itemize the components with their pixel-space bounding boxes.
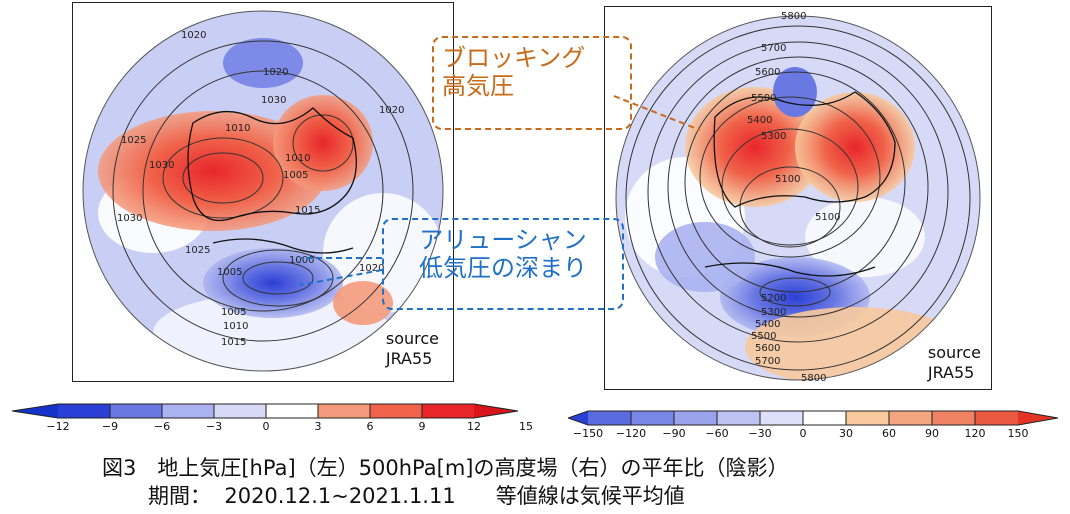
- left-positive-anomaly-europe: [273, 95, 373, 191]
- right-colorbar: [568, 410, 1058, 426]
- contour-label: 5400: [755, 319, 780, 330]
- contour-label: 5800: [801, 373, 826, 384]
- contour-label: 5800: [781, 11, 806, 22]
- colorbar-tick: 3: [314, 420, 322, 433]
- contour-label: 1000: [289, 255, 314, 266]
- contour-label: 1015: [295, 205, 320, 216]
- caption-line-1: 図3 地上気圧[hPa]（左）500hPa[m]の高度場（右）の平年比（陰影）: [102, 456, 789, 480]
- callout-line: アリューシャン: [419, 226, 587, 254]
- left-map-panel: 1020 1020 1030 1010 1020 1025 1030 1010 …: [72, 2, 454, 382]
- colorbar-tick: −9: [101, 420, 119, 433]
- contour-label: 5100: [775, 174, 800, 185]
- colorbar-tick: −3: [205, 420, 223, 433]
- contour-label: 1015: [221, 337, 246, 348]
- contour-label: 5100: [815, 212, 840, 223]
- contour-label: 1025: [185, 245, 210, 256]
- colorbar-tick: −120: [615, 427, 647, 440]
- contour-label: 5500: [751, 93, 776, 104]
- contour-label: 1010: [285, 153, 310, 164]
- right-map: 5800 5700 5600 5500 5400 5300 5100 5100 …: [615, 11, 981, 384]
- contour-label: 1010: [225, 123, 250, 134]
- contour-label: 5500: [751, 331, 776, 342]
- source-line-2: JRA55: [927, 363, 975, 382]
- contour-label: 5300: [761, 131, 786, 142]
- colorbar-tick: −30: [748, 427, 772, 440]
- contour-label: 5700: [755, 356, 780, 367]
- contour-label: 1005: [283, 170, 308, 181]
- colorbar-tick: 0: [799, 427, 807, 440]
- contour-label: 5700: [761, 43, 786, 54]
- callout-line: 低気圧の深まり: [419, 254, 587, 282]
- contour-label: 1030: [117, 213, 142, 224]
- left-map: 1020 1020 1030 1010 1020 1025 1030 1010 …: [82, 10, 444, 372]
- source-line-1: source: [385, 329, 439, 348]
- aleutian-low-callout: アリューシャン 低気圧の深まり: [382, 218, 624, 310]
- blocking-high-callout: ブロッキング 高気圧: [432, 36, 632, 130]
- contour-label: 1005: [221, 307, 246, 318]
- left-source-label: source JRA55: [386, 329, 439, 369]
- colorbar-tick: −150: [572, 427, 604, 440]
- source-line-2: JRA55: [385, 349, 433, 368]
- colorbar-tick: 150: [1007, 427, 1029, 440]
- colorbar-tick: 12: [467, 420, 481, 433]
- colorbar-tick: 9: [418, 420, 426, 433]
- right-map-panel: 5800 5700 5600 5500 5400 5300 5100 5100 …: [604, 6, 992, 390]
- colorbar-tick: 6: [366, 420, 374, 433]
- colorbar-tick: 90: [925, 427, 939, 440]
- right-positive-anomaly-blocking: [685, 87, 825, 207]
- contour-label: 1025: [121, 135, 146, 146]
- contour-label: 1030: [149, 160, 174, 171]
- contour-label: 1020: [181, 30, 206, 41]
- contour-label: 1010: [223, 321, 248, 332]
- colorbar-tick: 15: [519, 420, 533, 433]
- contour-label: 1020: [263, 67, 288, 78]
- contour-label: 5600: [755, 343, 780, 354]
- contour-label: 1005: [217, 267, 242, 278]
- left-colorbar: [12, 403, 518, 419]
- contour-label: 5200: [761, 293, 786, 304]
- left-aleutian-low-anomaly: [203, 248, 343, 318]
- colorbar-tick: 0: [262, 420, 270, 433]
- colorbar-tick: −90: [662, 427, 686, 440]
- source-line-1: source: [927, 343, 981, 362]
- caption-line-2: 期間： 2020.12.1~2021.1.11 等値線は気候平均値: [148, 484, 685, 508]
- colorbar-tick: 60: [882, 427, 896, 440]
- contour-label: 1030: [261, 95, 286, 106]
- right-source-label: source JRA55: [928, 343, 981, 383]
- contour-label: 5400: [747, 115, 772, 126]
- colorbar-tick: −12: [46, 420, 70, 433]
- colorbar-tick: 120: [964, 427, 986, 440]
- contour-label: 5300: [761, 307, 786, 318]
- contour-label: 1020: [379, 105, 404, 116]
- contour-label: 5600: [755, 67, 780, 78]
- colorbar-tick: −6: [153, 420, 171, 433]
- left-positive-anomaly-blocking: [98, 111, 328, 231]
- callout-line: 高気圧: [442, 72, 514, 100]
- colorbar-tick: 30: [839, 427, 853, 440]
- colorbar-tick: −60: [705, 427, 729, 440]
- contour-label: 1020: [359, 263, 384, 274]
- callout-line: ブロッキング: [442, 44, 586, 72]
